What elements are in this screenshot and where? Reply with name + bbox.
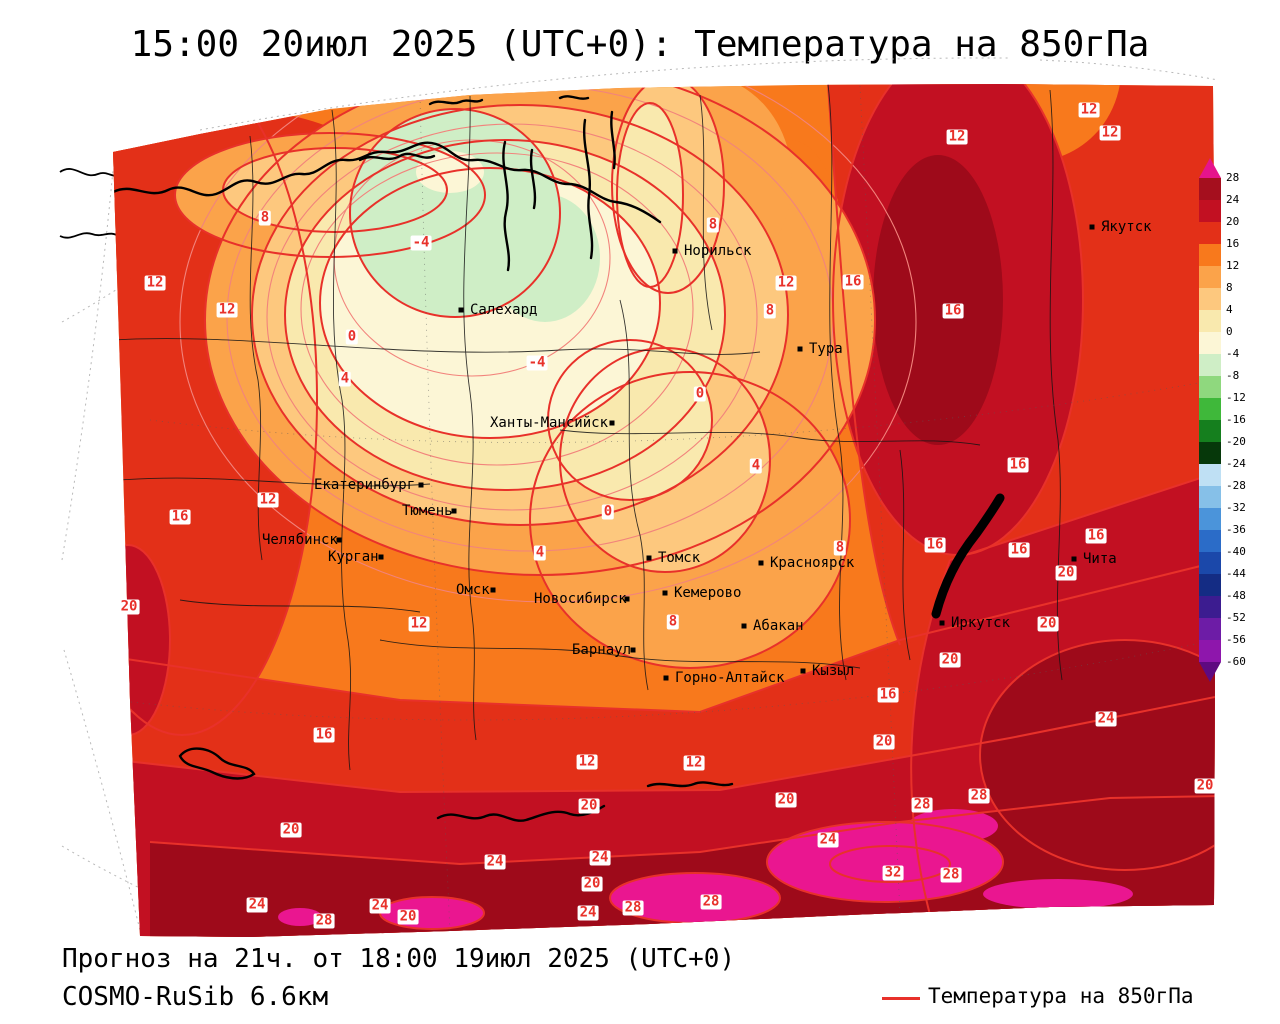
legend-contour-line (882, 997, 920, 1000)
colorbar-tick-label: -32 (1226, 501, 1246, 514)
colorbar-cell (1199, 398, 1221, 420)
colorbar-cells (1199, 178, 1221, 662)
forecast-text: Прогноз на 21ч. от 18:00 19июл 2025 (UTC… (62, 944, 736, 974)
colorbar-cell (1199, 288, 1221, 310)
colorbar: 28 24 20 16 12 8 4 0 -4 -8 -12 -16 -20 -24 -28 -32 -36 -4… (1199, 158, 1269, 682)
colorbar-cell (1199, 266, 1221, 288)
colorbar-tick-label: 12 (1226, 259, 1240, 272)
colorbar-cell (1199, 200, 1221, 222)
colorbar-cell (1199, 354, 1221, 376)
colorbar-tick-label: -44 (1226, 567, 1246, 580)
colorbar-cell (1199, 618, 1221, 640)
colorbar-tick-label: -16 (1226, 413, 1246, 426)
colorbar-cell (1199, 442, 1221, 464)
colorbar-tick-label: -48 (1226, 589, 1246, 602)
page-title: 15:00 20июл 2025 (UTC+0): Температура на… (130, 24, 1150, 65)
colorbar-tick-label: -24 (1226, 457, 1246, 470)
colorbar-tick-label: 16 (1226, 237, 1240, 250)
lake-baikal (931, 493, 1005, 619)
colorbar-cell (1199, 486, 1221, 508)
colorbar-cell (1199, 530, 1221, 552)
colorbar-tick-label: 20 (1226, 215, 1240, 228)
colorbar-cell (1199, 222, 1221, 244)
colorbar-tick-label: 24 (1226, 193, 1240, 206)
model-text: COSMO-RuSib 6.6км (62, 982, 329, 1012)
colorbar-cell (1199, 420, 1221, 442)
colorbar-tick-label: -60 (1226, 655, 1246, 668)
colorbar-cell (1199, 376, 1221, 398)
colorbar-tick-label: 28 (1226, 171, 1240, 184)
colorbar-tick-label: -56 (1226, 633, 1246, 646)
colorbar-tick-label: -4 (1226, 347, 1240, 360)
colorbar-cell (1199, 596, 1221, 618)
colorbar-cell (1199, 244, 1221, 266)
colorbar-cell (1199, 574, 1221, 596)
colorbar-tick-label: 4 (1226, 303, 1233, 316)
colorbar-cell (1199, 640, 1221, 662)
colorbar-tick-label: -28 (1226, 479, 1246, 492)
colorbar-cell (1199, 464, 1221, 486)
admin-borders (113, 84, 1063, 771)
colorbar-tick-label: -36 (1226, 523, 1246, 536)
colorbar-cell (1199, 310, 1221, 332)
legend-label: Температура на 850гПа (928, 984, 1194, 1008)
coastline-arctic (113, 95, 734, 822)
colorbar-tick-label: 8 (1226, 281, 1233, 294)
colorbar-cell (1199, 552, 1221, 574)
colorbar-arrow-top (1199, 158, 1221, 178)
colorbar-cell (1199, 178, 1221, 200)
colorbar-tick-label: -52 (1226, 611, 1246, 624)
colorbar-tick-label: -8 (1226, 369, 1240, 382)
colorbar-tick-label: 0 (1226, 325, 1233, 338)
colorbar-arrow-bottom (1199, 662, 1221, 682)
colorbar-cell (1199, 332, 1221, 354)
colorbar-tick-label: -12 (1226, 391, 1246, 404)
legend: Температура на 850гПа (880, 984, 1210, 1016)
colorbar-tick-label: -20 (1226, 435, 1246, 448)
colorbar-tick-label: -40 (1226, 545, 1246, 558)
colorbar-ticks: 28 24 20 16 12 8 4 0 -4 -8 -12 -16 -20 -24 -28 -32 -36 -4… (1226, 158, 1268, 682)
colorbar-cell (1199, 508, 1221, 530)
temperature-field (113, 84, 1216, 937)
